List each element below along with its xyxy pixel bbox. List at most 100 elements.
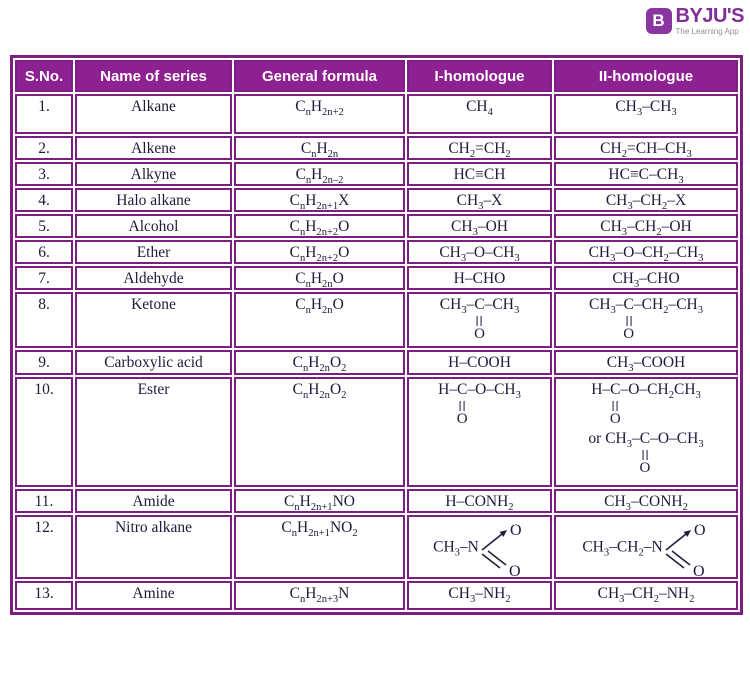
column-header: I-homologue xyxy=(407,60,552,92)
cell-first-homologue: H–COOH xyxy=(407,350,552,375)
svg-text:O: O xyxy=(509,563,521,577)
table-row: 13. Amine CnH2n+3N CH3–NH2 CH3–CH2–NH2 xyxy=(15,581,738,610)
structural-formula: CH3–CHO xyxy=(612,270,680,291)
cell-first-homologue: CH3–OH xyxy=(407,214,552,238)
structural-formula: CH3–CH2–N O O xyxy=(558,519,734,580)
structural-formula: CH3–OH xyxy=(451,218,508,239)
svg-text:O: O xyxy=(693,563,705,577)
cell-series-name: Alcohol xyxy=(75,214,232,238)
cell-series-name: Alkene xyxy=(75,136,232,160)
cell-first-homologue: H–CHO xyxy=(407,266,552,290)
svg-text:O: O xyxy=(510,522,522,539)
structural-formula: CH3–N O O xyxy=(411,519,548,580)
structural-formula: H–CHO xyxy=(453,270,506,287)
cell-second-homologue: CH3–CH2–NH2 xyxy=(554,581,738,610)
cell-second-homologue: CH2=CH–CH3 xyxy=(554,136,738,160)
structural-formula: H–C O –O–CH2CH3 xyxy=(591,381,701,427)
cell-series-name: Aldehyde xyxy=(75,266,232,290)
structural-formula: or CH3–C O –O–CH3 xyxy=(588,430,704,476)
column-header: Name of series xyxy=(75,60,232,92)
cell-second-homologue: CH3–CHO xyxy=(554,266,738,290)
structural-formula: CH3–O–CH3 xyxy=(439,244,520,265)
header-row: S.No. Name of series General formula I-homo… xyxy=(15,60,738,92)
cell-second-homologue: CH3–CH2–X xyxy=(554,188,738,212)
double-bond-icon xyxy=(626,316,632,326)
table-row: 1. Alkane CnH2n+2 CH4 CH3–CH3 xyxy=(15,94,738,134)
cell-series-name: Alkyne xyxy=(75,162,232,186)
structural-formula: CH3–COOH xyxy=(606,354,686,375)
structural-formula: H–C O –O–CH3 xyxy=(438,381,521,427)
cell-sno: 4. xyxy=(15,188,73,212)
cell-series-name: Ether xyxy=(75,240,232,264)
byjus-logo: B BYJU'S The Learning App xyxy=(645,5,745,36)
column-header: II-homologue xyxy=(554,60,738,92)
structural-formula: CH3–CONH2 xyxy=(604,493,688,514)
structural-formula: CH3–NH2 xyxy=(448,585,511,606)
cell-general-formula: CnH2nO2 xyxy=(234,377,405,487)
structural-formula: CH2=CH–CH3 xyxy=(600,140,692,161)
double-bond-icon xyxy=(477,316,482,326)
brand-tagline: The Learning App xyxy=(675,27,739,36)
cell-second-homologue: CH3–O–CH2–CH3 xyxy=(554,240,738,264)
cell-first-homologue: H–CONH2 xyxy=(407,489,552,513)
double-bond-icon xyxy=(612,401,618,411)
nitro-group-icon: OO xyxy=(481,522,522,580)
cell-general-formula: CnH2n+1NO2 xyxy=(234,515,405,579)
cell-sno: 9. xyxy=(15,350,73,375)
table-row: 11. Amide CnH2n+1NO H–CONH2 CH3–CONH2 xyxy=(15,489,738,513)
cell-second-homologue: CH3–C O –CH2–CH3 xyxy=(554,292,738,348)
double-bond-icon xyxy=(642,450,648,460)
cell-sno: 11. xyxy=(15,489,73,513)
table-row: 10. Ester CnH2nO2 H–C O –O–CH3 H–C O –O–CH2CH3 or… xyxy=(15,377,738,487)
cell-general-formula: CnH2n+1NO xyxy=(234,489,405,513)
structural-formula: CH4 xyxy=(466,98,493,119)
cell-first-homologue: CH4 xyxy=(407,94,552,134)
structural-formula: CH3–CH2–OH xyxy=(600,218,692,239)
cell-second-homologue: CH3–COOH xyxy=(554,350,738,375)
logo-letter: B xyxy=(652,11,665,30)
cell-second-homologue: HC≡C–CH3 xyxy=(554,162,738,186)
structural-formula: CH3–O–CH2–CH3 xyxy=(588,244,704,265)
cell-sno: 6. xyxy=(15,240,73,264)
cell-general-formula: CnH2nO xyxy=(234,292,405,348)
cell-first-homologue: CH3–X xyxy=(407,188,552,212)
structural-formula: CH3–C O –CH2–CH3 xyxy=(588,296,704,342)
cell-sno: 8. xyxy=(15,292,73,348)
cell-sno: 3. xyxy=(15,162,73,186)
structural-formula: CH3–CH2–NH2 xyxy=(597,585,695,606)
cell-series-name: Amide xyxy=(75,489,232,513)
cell-sno: 13. xyxy=(15,581,73,610)
cell-second-homologue: CH3–CH2–N O O xyxy=(554,515,738,580)
svg-text:O: O xyxy=(694,522,706,539)
cell-second-homologue: CH3–CONH2 xyxy=(554,489,738,513)
byjus-logo-icon: B xyxy=(645,8,672,34)
cell-series-name: Halo alkane xyxy=(75,188,232,212)
cell-general-formula: CnH2nO2 xyxy=(234,350,405,375)
structural-formula: H–COOH xyxy=(448,354,511,371)
cell-second-homologue: CH3–CH3 xyxy=(554,94,738,134)
cell-general-formula: CnH2n+1X xyxy=(234,188,405,212)
cell-series-name: Alkane xyxy=(75,94,232,134)
cell-first-homologue: H–C O –O–CH3 xyxy=(407,377,552,487)
table-row: 12. Nitro alkane CnH2n+1NO2 CH3–N O O CH3–CH2–… xyxy=(15,515,738,580)
cell-general-formula: CnH2n+3N xyxy=(234,581,405,610)
cell-general-formula: CnH2nO xyxy=(234,266,405,290)
structural-formula: HC≡C–CH3 xyxy=(608,166,684,187)
structural-formula: CH3–X xyxy=(456,192,503,213)
cell-second-homologue: CH3–CH2–OH xyxy=(554,214,738,238)
cell-series-name: Nitro alkane xyxy=(75,515,232,579)
structural-formula: H–CONH2 xyxy=(445,493,514,514)
cell-second-homologue: H–C O –O–CH2CH3 or CH3–C O –O–CH3 xyxy=(554,377,738,487)
table-body: 1. Alkane CnH2n+2 CH4 CH3–CH3 2. Alkene CnH2n CH… xyxy=(15,94,738,610)
brand-name: BYJU'S xyxy=(675,5,745,27)
cell-first-homologue: HC≡CH xyxy=(407,162,552,186)
cell-sno: 1. xyxy=(15,94,73,134)
homologous-series-table: S.No. Name of series General formula I-homo… xyxy=(10,55,743,615)
table-row: 4. Halo alkane CnH2n+1X CH3–X CH3–CH2–X xyxy=(15,188,738,212)
cell-first-homologue: CH3–NH2 xyxy=(407,581,552,610)
cell-first-homologue: CH2=CH2 xyxy=(407,136,552,160)
